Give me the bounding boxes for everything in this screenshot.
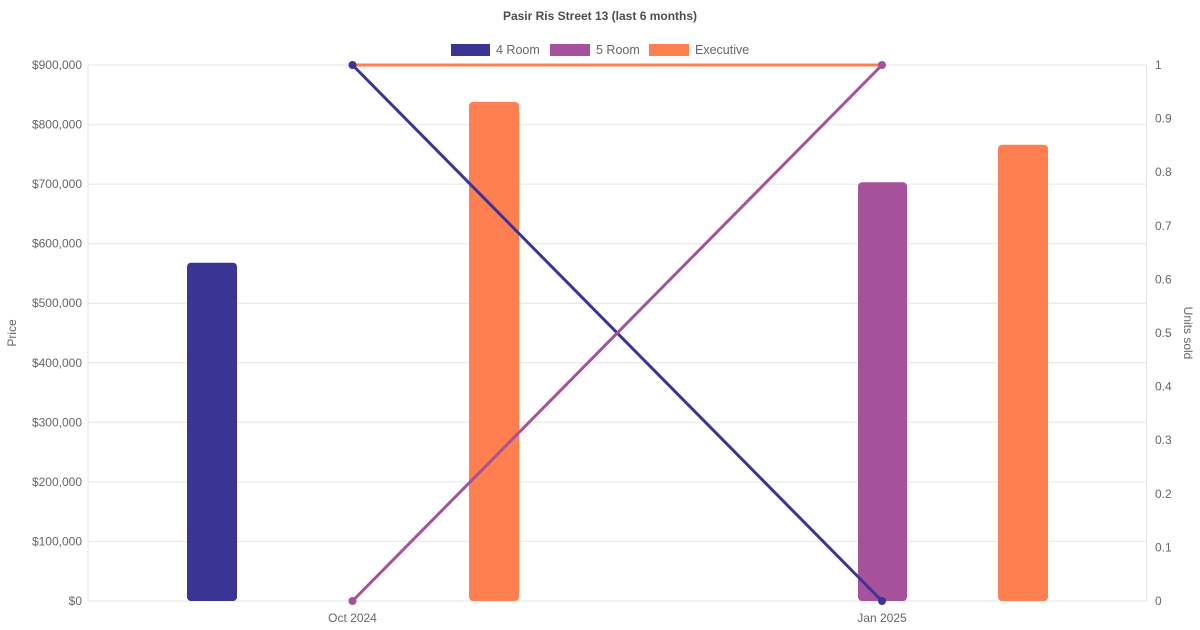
svg-text:Price: Price — [5, 319, 19, 347]
svg-text:0.7: 0.7 — [1155, 219, 1172, 233]
svg-text:0.6: 0.6 — [1155, 272, 1172, 286]
svg-text:0.8: 0.8 — [1155, 165, 1172, 179]
svg-text:5 Room: 5 Room — [596, 43, 640, 57]
svg-text:0.9: 0.9 — [1155, 112, 1172, 126]
svg-text:$0: $0 — [69, 594, 83, 608]
svg-text:$100,000: $100,000 — [32, 534, 82, 548]
svg-text:$700,000: $700,000 — [32, 177, 82, 191]
svg-text:0.4: 0.4 — [1155, 380, 1172, 394]
svg-text:0.2: 0.2 — [1155, 487, 1172, 501]
svg-text:Units sold: Units sold — [1181, 307, 1195, 360]
svg-text:Jan 2025: Jan 2025 — [857, 611, 907, 625]
svg-text:$800,000: $800,000 — [32, 118, 82, 132]
svg-text:$500,000: $500,000 — [32, 296, 82, 310]
svg-text:0.1: 0.1 — [1155, 540, 1172, 554]
svg-text:Executive: Executive — [695, 43, 749, 57]
svg-text:$300,000: $300,000 — [32, 415, 82, 429]
svg-text:$200,000: $200,000 — [32, 475, 82, 489]
svg-text:$600,000: $600,000 — [32, 237, 82, 251]
svg-text:Oct 2024: Oct 2024 — [328, 611, 377, 625]
svg-text:4 Room: 4 Room — [496, 43, 540, 57]
svg-text:0: 0 — [1155, 594, 1162, 608]
svg-text:0.3: 0.3 — [1155, 433, 1172, 447]
svg-text:0.5: 0.5 — [1155, 326, 1172, 340]
svg-text:$400,000: $400,000 — [32, 356, 82, 370]
svg-text:Pasir Ris Street 13 (last 6 mo: Pasir Ris Street 13 (last 6 months) — [503, 9, 697, 23]
svg-text:$900,000: $900,000 — [32, 58, 82, 72]
svg-text:1: 1 — [1155, 58, 1162, 72]
